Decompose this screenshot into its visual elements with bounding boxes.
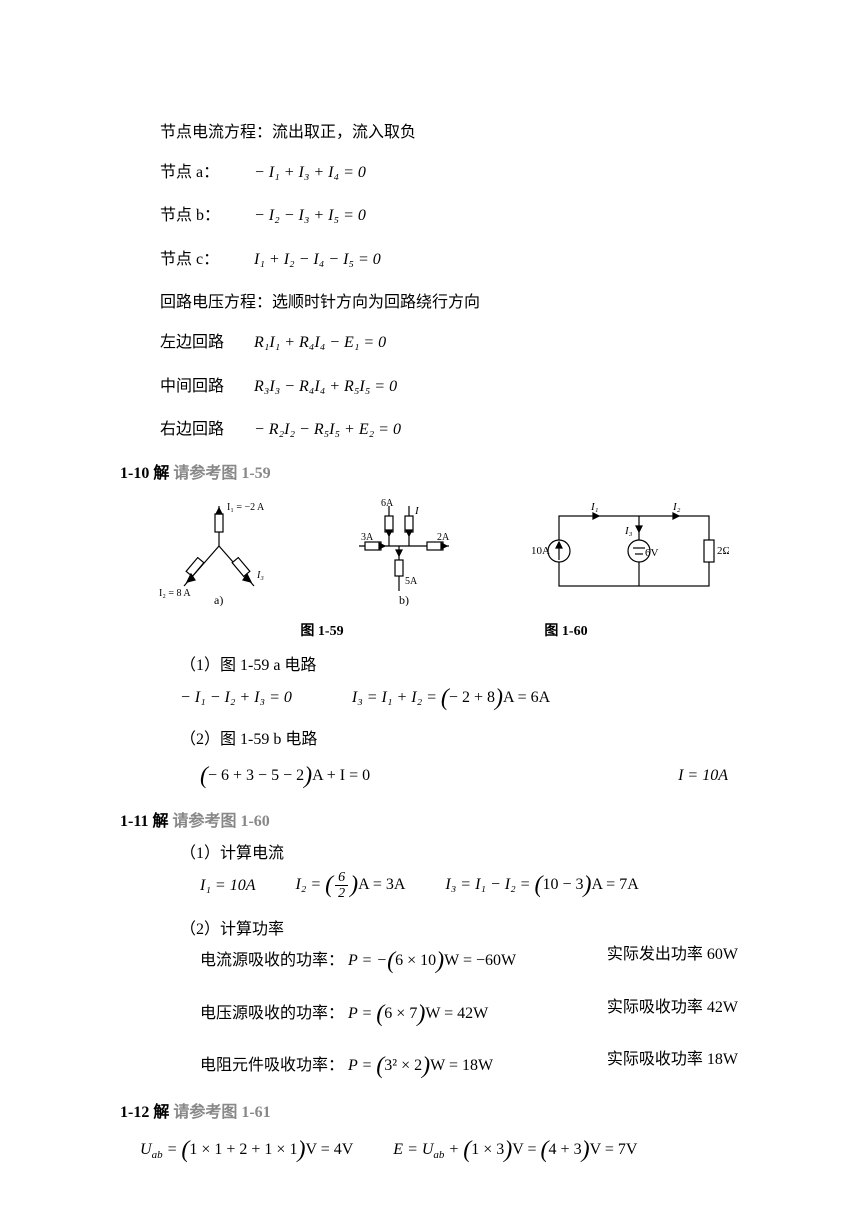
loop-left-line: 左边回路 R₁I₁ + R₄I₄ − E₁ = 0: [160, 330, 768, 356]
p111-i1: I₁ = 10A: [200, 873, 255, 899]
loop-right-line: 右边回路 − R₂I₂ − R₅I₅ + E₂ = 0: [160, 417, 768, 443]
node-eq-intro: 节点电流方程：流出取正，流入取负: [160, 120, 768, 146]
p112-e-rhs: V = 7V: [590, 1141, 638, 1158]
fig-1-59a: I₁ = −2 A I₂ = 8 A I₃ a): [159, 496, 279, 615]
node-b-eq: − I₂ − I₃ + I₅ = 0: [254, 207, 366, 224]
power-row2-label: 电压源吸收的功率：: [200, 1005, 344, 1022]
fig60-vsrc: 6V: [645, 547, 659, 559]
power-row2-note: 实际吸收功率 42W: [607, 995, 738, 1033]
frac-den: 2: [335, 886, 348, 901]
loop-mid-label: 中间回路: [160, 374, 250, 400]
problem-1-12-num: 1-12 解: [120, 1104, 169, 1121]
problem-1-10-ref: 请参考图 1-59: [173, 465, 270, 482]
p110-part2-eq2: I = 10A: [678, 763, 728, 789]
problem-1-12-ref: 请参考图 1-61: [173, 1104, 270, 1121]
node-c-line: 节点 c： I₁ + I₂ − I₄ − I₅ = 0: [160, 247, 768, 273]
p112-uab: Uab = (1 × 1 + 2 + 1 × 1)V = 4V: [140, 1131, 353, 1169]
figure-captions: 图 1-59 图 1-60: [120, 621, 768, 643]
loop-mid-line: 中间回路 R₃I₃ − R₄I₄ + R₅I₅ = 0: [160, 374, 768, 400]
pr1-rhs: W = −60W: [444, 952, 516, 969]
node-b-label: 节点 b：: [160, 203, 250, 229]
fig60-caption: 图 1-60: [544, 621, 587, 643]
p110-part2-eq-row: (− 6 + 3 − 5 − 2)A + I = 0 I = 10A: [200, 757, 728, 795]
power-row1-note: 实际发出功率 60W: [607, 942, 738, 980]
p110-part2-mid: A + I = 0: [312, 767, 370, 784]
p111-i3: I₃ = I₁ − I₂ = (10 − 3)A = 7A: [445, 866, 638, 904]
fig59-caption: 图 1-59: [300, 621, 343, 643]
fig59b-left: 3A: [361, 532, 374, 543]
node-b-line: 节点 b： − I₂ − I₃ + I₅ = 0: [160, 203, 768, 229]
p111-i2-rhs: A = 3A: [358, 876, 405, 893]
p111-i2: I₂ = (62)A = 3A: [295, 866, 405, 904]
p111-part2-label: （2）计算功率: [180, 917, 768, 943]
problem-1-11-header: 1-11 解 请参考图 1-60: [120, 809, 768, 835]
p110-eq2-lhs: I₃ = I₁ + I₂ =: [352, 689, 441, 706]
p112-e-mid: V =: [512, 1141, 540, 1158]
node-a-line: 节点 a： − I₁ + I₃ + I₄ = 0: [160, 160, 768, 186]
fig59b-right: 2A: [437, 532, 450, 543]
p110-eq2: I₃ = I₁ + I₂ = (− 2 + 8)A = 6A: [352, 679, 550, 717]
p112-uab-rhs: V = 4V: [305, 1141, 353, 1158]
fig60-i3: I₃: [624, 525, 633, 537]
node-c-label: 节点 c：: [160, 247, 250, 273]
fig59b-bottom: 5A: [405, 576, 418, 587]
problem-1-11-ref: 请参考图 1-60: [172, 813, 269, 830]
pr3-lhs: P =: [348, 1057, 376, 1074]
p112-e: E = Uab + (1 × 3)V = (4 + 3)V = 7V: [393, 1131, 637, 1169]
fig59b-I: I: [414, 505, 420, 517]
p111-part1-eqs: I₁ = 10A I₂ = (62)A = 3A I₃ = I₁ − I₂ = …: [200, 866, 768, 904]
fig59a-cap: a): [214, 593, 223, 606]
fig59b-cap: b): [399, 593, 409, 606]
p111-i3-rhs: A = 7A: [592, 876, 639, 893]
loop-left-eq: R₁I₁ + R₄I₄ − E₁ = 0: [254, 334, 386, 351]
pr2-lhs: P =: [348, 1005, 376, 1022]
power-row3-left: 电阻元件吸收功率： P = (3² × 2)W = 18W: [200, 1047, 493, 1085]
frac-num: 6: [335, 870, 348, 886]
p111-part1-label: （1）计算电流: [180, 841, 768, 867]
p110-part2-label: （2）图 1-59 b 电路: [180, 727, 768, 753]
power-row-1: 电流源吸收的功率： P = −(6 × 10)W = −60W 实际发出功率 6…: [200, 942, 738, 980]
loop-right-eq: − R₂I₂ − R₅I₅ + E₂ = 0: [254, 421, 401, 438]
problem-1-11-num: 1-11 解: [120, 813, 168, 830]
problem-1-12-header: 1-12 解 请参考图 1-61: [120, 1100, 768, 1126]
fig60-i1: I₁: [590, 501, 599, 513]
node-c-eq: I₁ + I₂ − I₄ − I₅ = 0: [254, 251, 381, 268]
p110-eq2-rhs: A = 6A: [503, 689, 550, 706]
p112-eq-row: Uab = (1 × 1 + 2 + 1 × 1)V = 4V E = Uab …: [140, 1131, 768, 1169]
power-row3-note: 实际吸收功率 18W: [607, 1047, 738, 1085]
figures-row: I₁ = −2 A I₂ = 8 A I₃ a): [120, 496, 768, 615]
p111-i3-lhs: I₃ = I₁ − I₂ =: [445, 876, 534, 893]
p110-part2-eq1: (− 6 + 3 − 5 − 2)A + I = 0: [200, 757, 370, 795]
node-a-label: 节点 a：: [160, 160, 250, 186]
p110-part1-label: （1）图 1-59 a 电路: [180, 653, 768, 679]
problem-1-10-num: 1-10 解: [120, 465, 169, 482]
loop-mid-eq: R₃I₃ − R₄I₄ + R₅I₅ = 0: [254, 378, 397, 395]
fig59a-i1: I₁ = −2 A: [227, 502, 265, 513]
fig60-i2: I₂: [672, 501, 681, 513]
fig59a-i2: I₂ = 8 A: [159, 588, 191, 599]
p110-part1-eq-row: − I₁ − I₂ + I₃ = 0 I₃ = I₁ + I₂ = (− 2 +…: [180, 679, 768, 717]
pr2-rhs: W = 42W: [425, 1005, 488, 1022]
loop-right-label: 右边回路: [160, 417, 250, 443]
p111-i2-lhs: I₂ =: [295, 876, 325, 893]
power-row3-label: 电阻元件吸收功率：: [200, 1057, 344, 1074]
node-a-eq: − I₁ + I₃ + I₄ = 0: [254, 164, 366, 181]
power-row1-label: 电流源吸收的功率：: [200, 952, 344, 969]
problem-1-10-header: 1-10 解 请参考图 1-59: [120, 461, 768, 487]
power-row1-left: 电流源吸收的功率： P = −(6 × 10)W = −60W: [200, 942, 516, 980]
loop-left-label: 左边回路: [160, 330, 250, 356]
fig-1-60: 10A 6V 2Ω I₁ I₂ I₃: [529, 496, 729, 615]
loop-eq-intro: 回路电压方程：选顺时针方向为回路绕行方向: [160, 290, 768, 316]
power-row-2: 电压源吸收的功率： P = (6 × 7)W = 42W 实际吸收功率 42W: [200, 995, 738, 1033]
fig60-src: 10A: [531, 545, 550, 557]
fig59a-i3: I₃: [256, 570, 264, 581]
pr1-lhs: P = −: [348, 952, 387, 969]
fig59b-top: 6A: [381, 498, 394, 509]
pr3-rhs: W = 18W: [430, 1057, 493, 1074]
p110-eq1: − I₁ − I₂ + I₃ = 0: [180, 685, 292, 711]
fig-1-59b: 6A 3A 2A 5A I b): [339, 496, 469, 615]
power-row2-left: 电压源吸收的功率： P = (6 × 7)W = 42W: [200, 995, 488, 1033]
power-row-3: 电阻元件吸收功率： P = (3² × 2)W = 18W 实际吸收功率 18W: [200, 1047, 738, 1085]
fig60-res: 2Ω: [717, 545, 729, 557]
